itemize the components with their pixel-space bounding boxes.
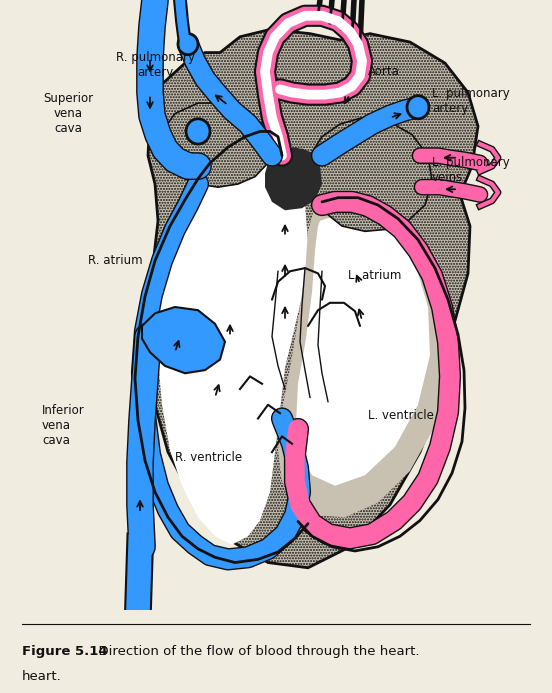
Polygon shape [158,156,308,545]
Text: L. atrium: L. atrium [348,269,401,282]
Text: R. pulmonary
artery: R. pulmonary artery [115,51,194,79]
Polygon shape [265,147,322,210]
Polygon shape [278,195,450,517]
Text: L. pulmonary
artery: L. pulmonary artery [432,87,509,115]
Text: heart.: heart. [22,670,62,683]
Circle shape [186,119,210,144]
Text: R. ventricle: R. ventricle [175,451,242,464]
Text: L. pulmonary
veins: L. pulmonary veins [432,157,509,184]
Polygon shape [310,118,432,231]
Text: R. atrium: R. atrium [88,254,142,267]
Polygon shape [142,307,225,374]
Text: Superior
vena
cava: Superior vena cava [43,92,93,135]
Polygon shape [155,103,270,187]
Circle shape [178,34,198,55]
Text: Aorta: Aorta [368,65,400,78]
Text: Figure 5.14: Figure 5.14 [22,645,108,658]
Polygon shape [268,149,318,205]
Circle shape [407,96,429,119]
Text: L. ventricle: L. ventricle [368,409,434,422]
Text: Inferior
vena
cava: Inferior vena cava [42,404,85,448]
Text: Direction of the flow of blood through the heart.: Direction of the flow of blood through t… [90,645,420,658]
Polygon shape [296,212,430,486]
Polygon shape [148,29,478,568]
